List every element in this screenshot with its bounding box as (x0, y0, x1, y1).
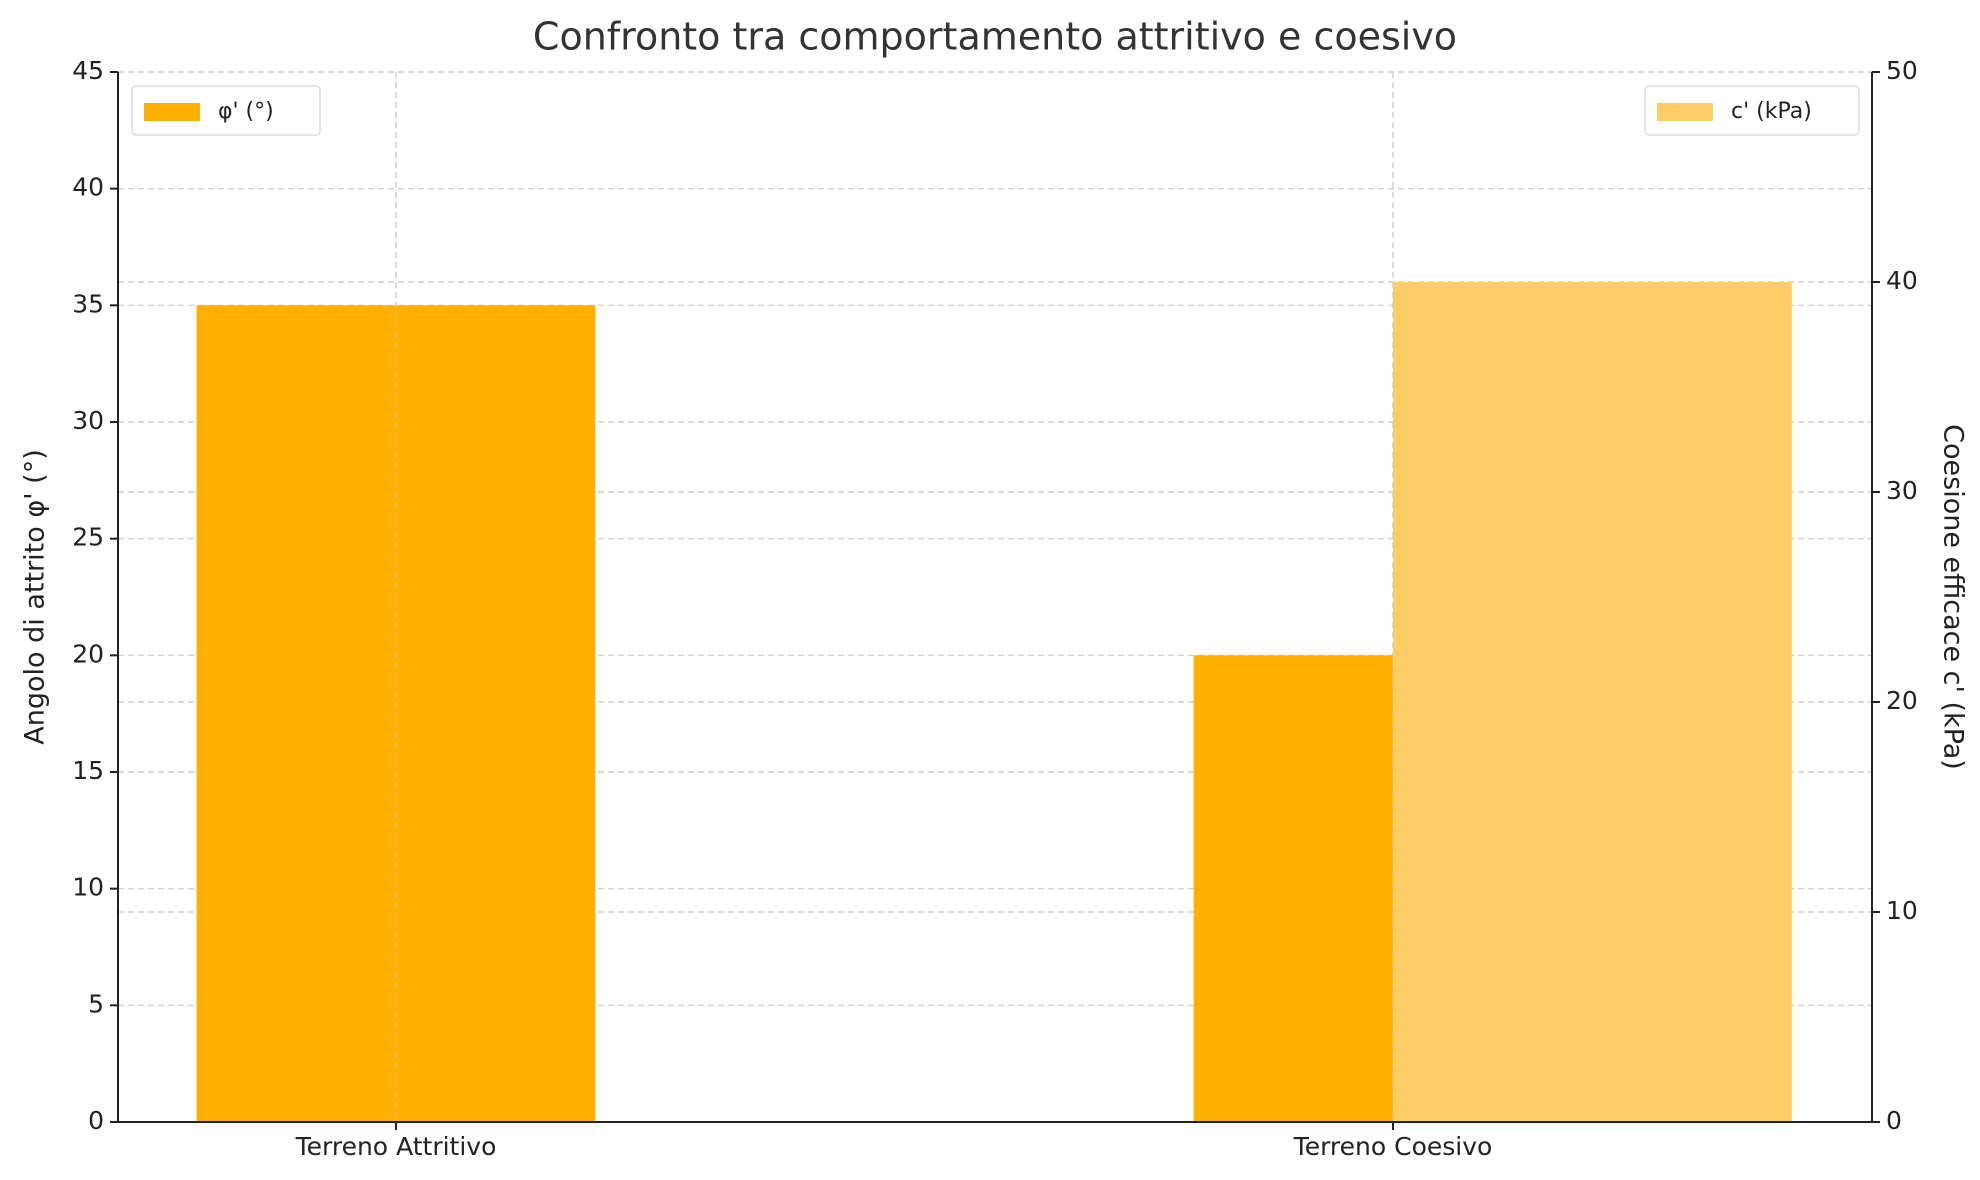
y2-tick-label: 10 (1886, 896, 1918, 925)
legend-swatch (144, 103, 200, 121)
y-tick-label: 45 (72, 56, 104, 85)
y-tick-label: 10 (72, 873, 104, 902)
legend-label: c' (kPa) (1731, 99, 1812, 124)
y-tick-label: 30 (72, 406, 104, 435)
y2-axis-label: Coesione efficace c' (kPa) (1938, 424, 1969, 770)
y-tick-label: 35 (72, 289, 104, 318)
legend-box (1644, 85, 1860, 136)
y2-tick-label: 0 (1886, 1106, 1902, 1135)
y2-tick-label: 20 (1886, 686, 1918, 715)
y-tick-label: 40 (72, 173, 104, 202)
y-tick-label: 5 (88, 989, 104, 1018)
bar (1393, 282, 1792, 1122)
legend-label: φ' (°) (218, 99, 274, 124)
legend-swatch (1657, 103, 1713, 121)
x-tick-label: Terreno Coesivo (1293, 1132, 1493, 1161)
x-tick-label: Terreno Attritivo (295, 1132, 497, 1161)
y2-tick-label: 40 (1886, 266, 1918, 295)
y2-tick-label: 50 (1886, 56, 1918, 85)
y-axis-label: Angolo di attrito φ' (°) (20, 449, 51, 744)
y-tick-label: 15 (72, 756, 104, 785)
y-tick-label: 20 (72, 639, 104, 668)
legend-box (131, 85, 321, 136)
y2-tick-label: 30 (1886, 476, 1918, 505)
y-tick-label: 25 (72, 523, 104, 552)
chart-title: Confronto tra comportamento attritivo e … (533, 15, 1457, 59)
y-tick-label: 0 (88, 1106, 104, 1135)
